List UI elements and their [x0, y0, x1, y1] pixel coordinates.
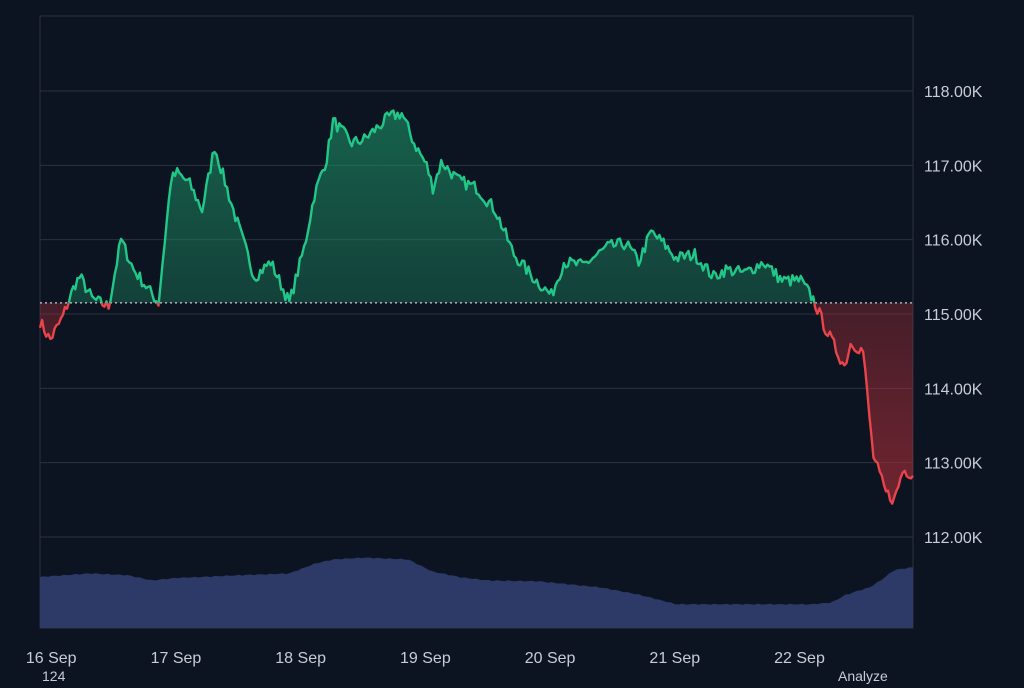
- x-tick-label: 17 Sep: [151, 650, 202, 667]
- grid-layer: [39, 15, 914, 629]
- x-tick-label: 20 Sep: [525, 650, 576, 667]
- axis-layer: 112.00K 113.00K 114.00K 115.00K 116.00K 117.0…: [26, 84, 983, 667]
- x-tick-label: 21 Sep: [649, 650, 700, 667]
- area-layer: [40, 110, 913, 504]
- y-tick-label: 117.00K: [924, 158, 983, 175]
- price-line-down: [38, 302, 914, 505]
- up-area-fill: [40, 110, 913, 303]
- price-line-up: [67, 109, 816, 303]
- analyze-link[interactable]: Analyze: [838, 668, 888, 684]
- y-tick-label: 116.00K: [924, 233, 983, 250]
- volume-layer: [40, 557, 913, 628]
- x-tick-label: 18 Sep: [275, 650, 326, 667]
- x-tick-label: 19 Sep: [400, 650, 451, 667]
- x-tick-label: 16 Sep: [26, 650, 77, 667]
- down-area-fill: [40, 302, 913, 504]
- y-tick-label: 114.00K: [924, 381, 983, 398]
- y-tick-label: 113.00K: [924, 456, 983, 473]
- y-tick-label: 112.00K: [924, 530, 983, 547]
- plot-frame: [39, 15, 914, 629]
- y-tick-label: 115.00K: [924, 307, 983, 324]
- line-layer: [38, 109, 914, 505]
- y-tick-label: 118.00K: [924, 84, 983, 101]
- x-tick-label: 22 Sep: [774, 650, 825, 667]
- footer-left-label: 124: [42, 668, 66, 684]
- volume-area: [40, 557, 913, 628]
